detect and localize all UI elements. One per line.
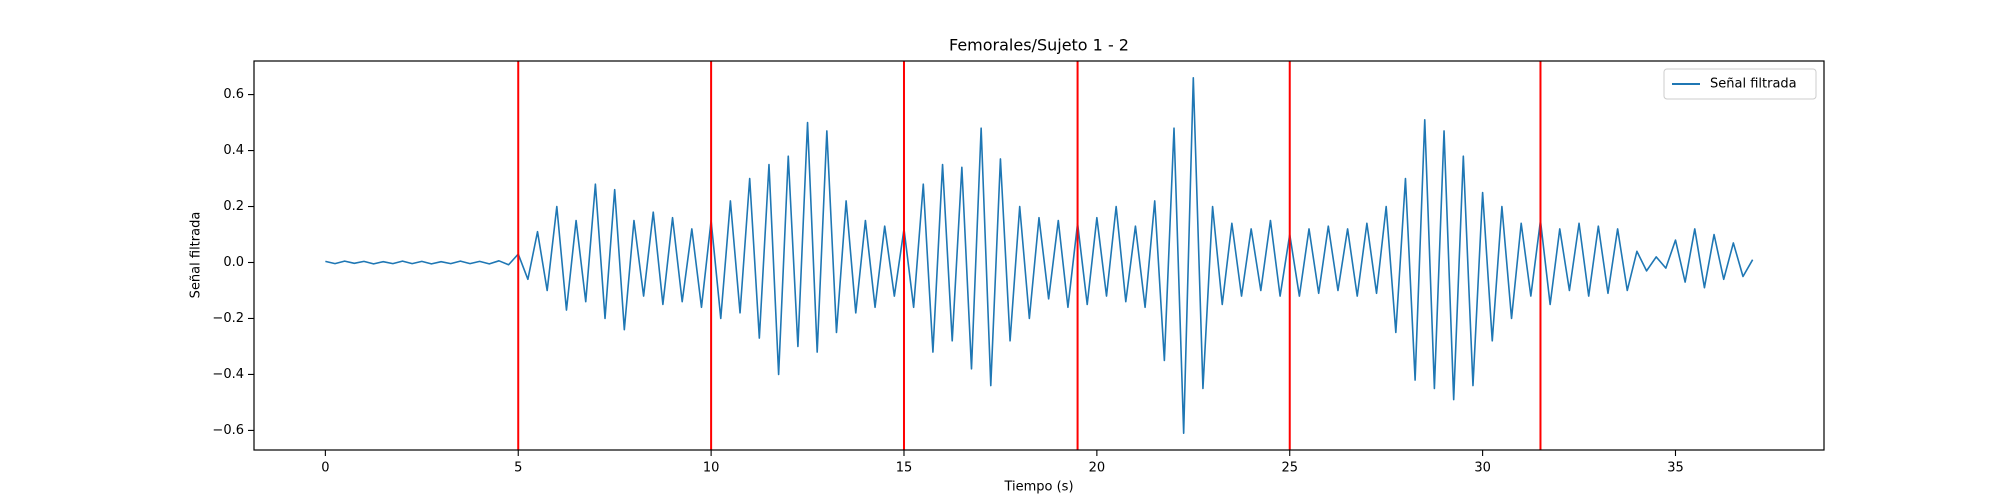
legend-label: Señal filtrada: [1710, 77, 1797, 92]
x-tick-label: 15: [896, 461, 913, 476]
x-tick-label: 10: [703, 461, 720, 476]
y-tick-label: 0.6: [223, 87, 244, 102]
signal-line: [325, 76, 1754, 435]
x-axis-label: Tiempo (s): [1003, 480, 1073, 495]
y-tick-label: 0.2: [223, 199, 244, 214]
y-tick-label: −0.6: [212, 423, 244, 438]
x-tick-label: 0: [321, 461, 329, 476]
chart-title: Femorales/Sujeto 1 - 2: [949, 36, 1129, 55]
y-tick-label: 0.0: [223, 255, 244, 270]
x-tick-label: 35: [1667, 461, 1684, 476]
legend-box: [1663, 68, 1817, 100]
y-tick-label: 0.4: [223, 143, 244, 158]
plot-frame: [253, 60, 1825, 451]
y-tick-label: −0.4: [212, 367, 244, 382]
x-tick-label: 20: [1089, 461, 1106, 476]
x-tick-label: 25: [1281, 461, 1298, 476]
y-axis-label: Señal filtrada: [189, 212, 204, 299]
x-tick-label: 5: [514, 461, 522, 476]
y-tick-label: −0.2: [212, 311, 244, 326]
x-tick-label: 30: [1474, 461, 1491, 476]
